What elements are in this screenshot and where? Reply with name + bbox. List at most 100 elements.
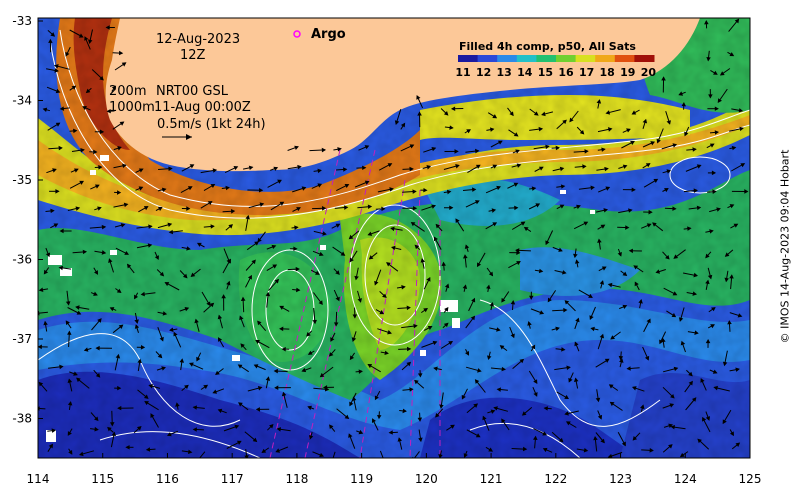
current-arrowhead [203,384,209,390]
depth-label-1000: 1000m [109,100,155,115]
current-arrowhead [693,188,698,194]
current-arrowhead [531,344,536,350]
current-arrowhead [109,307,115,312]
current-arrowhead [195,461,198,464]
current-arrowhead [545,144,550,150]
current-arrowhead [694,330,699,335]
current-arrowhead [426,276,431,282]
current-arrowhead [492,114,498,119]
colorbar-swatch [516,55,537,62]
current-arrowhead [656,138,661,144]
current-arrowhead [265,376,271,381]
y-tick-label: -34 [12,94,32,108]
current-arrowhead [189,164,195,169]
current-arrowhead [337,147,342,152]
current-arrowhead [533,392,538,397]
current-arrowhead [237,364,243,369]
current-arrowhead [531,186,537,191]
current-arrowhead [143,394,149,399]
current-arrowhead [565,421,571,426]
plot-frame [37,17,751,459]
current-arrowhead [190,272,196,277]
current-arrowhead [538,166,544,171]
current-arrow [38,407,46,410]
current-arrowhead [562,119,567,125]
current-arrowhead [245,214,250,220]
current-arrowhead [417,111,422,116]
current-arrowhead [582,164,587,169]
current-arrowhead [706,57,711,62]
current-arrowhead [386,262,391,267]
current-arrowhead [157,353,163,359]
current-arrowhead [597,238,602,243]
current-arrowhead [560,184,566,189]
current-arrowhead [513,182,519,187]
current-arrowhead [482,415,487,421]
current-arrowhead [55,88,61,94]
current-arrowhead [106,108,111,114]
current-arrowhead [626,366,631,371]
colorbar-tick-label: 16 [558,66,574,79]
current-arrowhead [488,447,494,452]
current-arrowhead [672,143,678,148]
argo-marker-icon [293,30,301,38]
current-arrowhead [692,147,697,152]
current-arrowhead [455,218,460,224]
current-arrowhead [161,187,167,193]
current-arrowhead [394,120,400,125]
current-arrowhead [603,208,609,213]
current-arrowhead [244,455,249,458]
current-arrowhead [261,448,267,453]
current-arrowhead [119,121,125,126]
current-arrowhead [714,106,719,111]
colorbar-swatch [556,55,577,62]
current-arrowhead [93,291,98,296]
current-arrowhead [687,226,692,231]
current-arrowhead [349,401,354,407]
current-arrowhead [99,76,104,81]
current-arrowhead [574,259,580,264]
current-arrowhead [118,50,124,56]
current-arrowhead [251,259,256,265]
current-arrowhead [493,406,498,411]
current-arrowhead [462,284,468,289]
current-arrowhead [173,331,178,337]
current-arrowhead [117,385,122,391]
current-arrowhead [441,261,446,266]
current-arrowhead [642,118,648,124]
current-arrowhead [281,346,286,352]
current-arrowhead [354,275,359,281]
current-arrowhead [212,389,218,394]
current-arrowhead [705,279,710,285]
colorbar-tick-label: 11 [455,66,470,79]
x-tick-label: 119 [350,472,373,486]
current-arrowhead [622,271,628,277]
current-arrowhead [738,108,744,113]
current-arrowhead [402,408,407,414]
current-arrowhead [691,397,697,402]
current-arrowhead [184,384,189,390]
current-arrowhead [492,164,498,169]
colorbar-tick-label: 19 [620,66,635,79]
current-arrowhead [65,320,70,326]
current-arrowhead [348,234,354,240]
current-arrowhead [43,320,48,326]
current-arrowhead [118,324,124,329]
current-arrowhead [563,307,568,313]
current-arrowhead [187,186,193,191]
current-arrowhead [412,206,418,211]
current-arrowhead [562,270,567,275]
x-tick-label: 125 [739,472,762,486]
vector-scale-arrow [162,134,192,140]
current-arrowhead [672,206,677,211]
current-arrowhead [257,320,262,326]
current-arrowhead [143,206,149,211]
current-arrowhead [628,248,633,254]
current-arrowhead [73,128,78,134]
current-arrowhead [670,424,676,430]
current-arrowhead [212,168,218,173]
current-arrowhead [364,180,370,185]
current-arrowhead [737,313,743,318]
current-arrowhead [678,91,684,96]
current-arrowhead [655,269,661,274]
